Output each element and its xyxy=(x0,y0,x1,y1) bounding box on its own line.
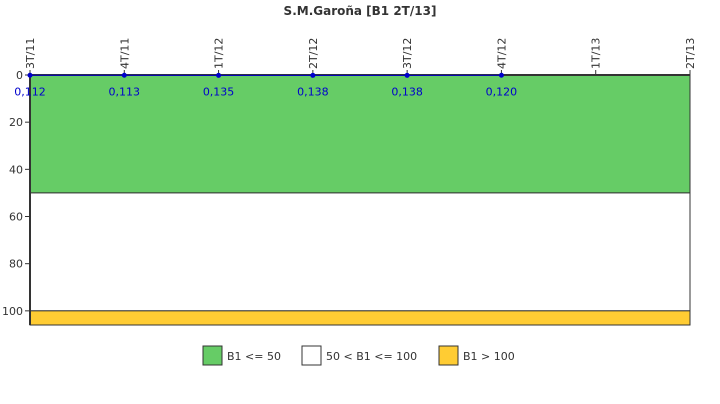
band-2 xyxy=(30,311,690,325)
x-tick-label-4: 3T/12 xyxy=(401,38,414,69)
y-tick-label-4: 80 xyxy=(9,258,23,271)
chart-title: S.M.Garoña [B1 2T/13] xyxy=(284,4,437,18)
data-point-2 xyxy=(216,73,221,78)
data-label-2: 0,135 xyxy=(203,85,235,98)
legend-swatch-1 xyxy=(302,346,321,365)
x-tick-label-0: 3T/11 xyxy=(24,38,37,69)
data-label-0: 0,112 xyxy=(14,85,46,98)
x-tick-label-6: 1T/13 xyxy=(590,38,603,69)
legend-swatch-2 xyxy=(439,346,458,365)
x-tick-label-2: 1T/12 xyxy=(213,38,226,69)
legend-label-2: B1 > 100 xyxy=(463,350,515,363)
y-tick-label-3: 60 xyxy=(9,211,23,224)
y-tick-label-0: 0 xyxy=(16,69,23,82)
y-tick-label-1: 20 xyxy=(9,116,23,129)
bands-layer xyxy=(30,75,690,325)
y-tick-label-5: 100 xyxy=(2,305,23,318)
data-label-4: 0,138 xyxy=(391,85,423,98)
legend-label-1: 50 < B1 <= 100 xyxy=(326,350,417,363)
x-tick-label-7: 2T/13 xyxy=(684,38,697,69)
data-point-3 xyxy=(310,73,315,78)
x-axis: 3T/11 4T/11 1T/12 2T/12 3T/12 4T/12 1T/13 2T/13 xyxy=(24,38,697,75)
legend-label-0: B1 <= 50 xyxy=(227,350,281,363)
data-point-5 xyxy=(499,73,504,78)
data-label-5: 0,120 xyxy=(486,85,518,98)
data-label-3: 0,138 xyxy=(297,85,329,98)
x-tick-label-1: 4T/11 xyxy=(118,38,131,69)
y-tick-label-2: 40 xyxy=(9,163,23,176)
legend-swatch-0 xyxy=(203,346,222,365)
data-point-1 xyxy=(122,73,127,78)
band-1 xyxy=(30,193,690,311)
legend: B1 <= 50 50 < B1 <= 100 B1 > 100 xyxy=(203,346,515,365)
data-point-4 xyxy=(405,73,410,78)
data-label-1: 0,113 xyxy=(109,85,141,98)
data-point-0 xyxy=(28,73,33,78)
x-tick-label-3: 2T/12 xyxy=(307,38,320,69)
y-axis: 0 20 40 60 80 100 xyxy=(2,69,30,318)
x-tick-label-5: 4T/12 xyxy=(495,38,508,69)
